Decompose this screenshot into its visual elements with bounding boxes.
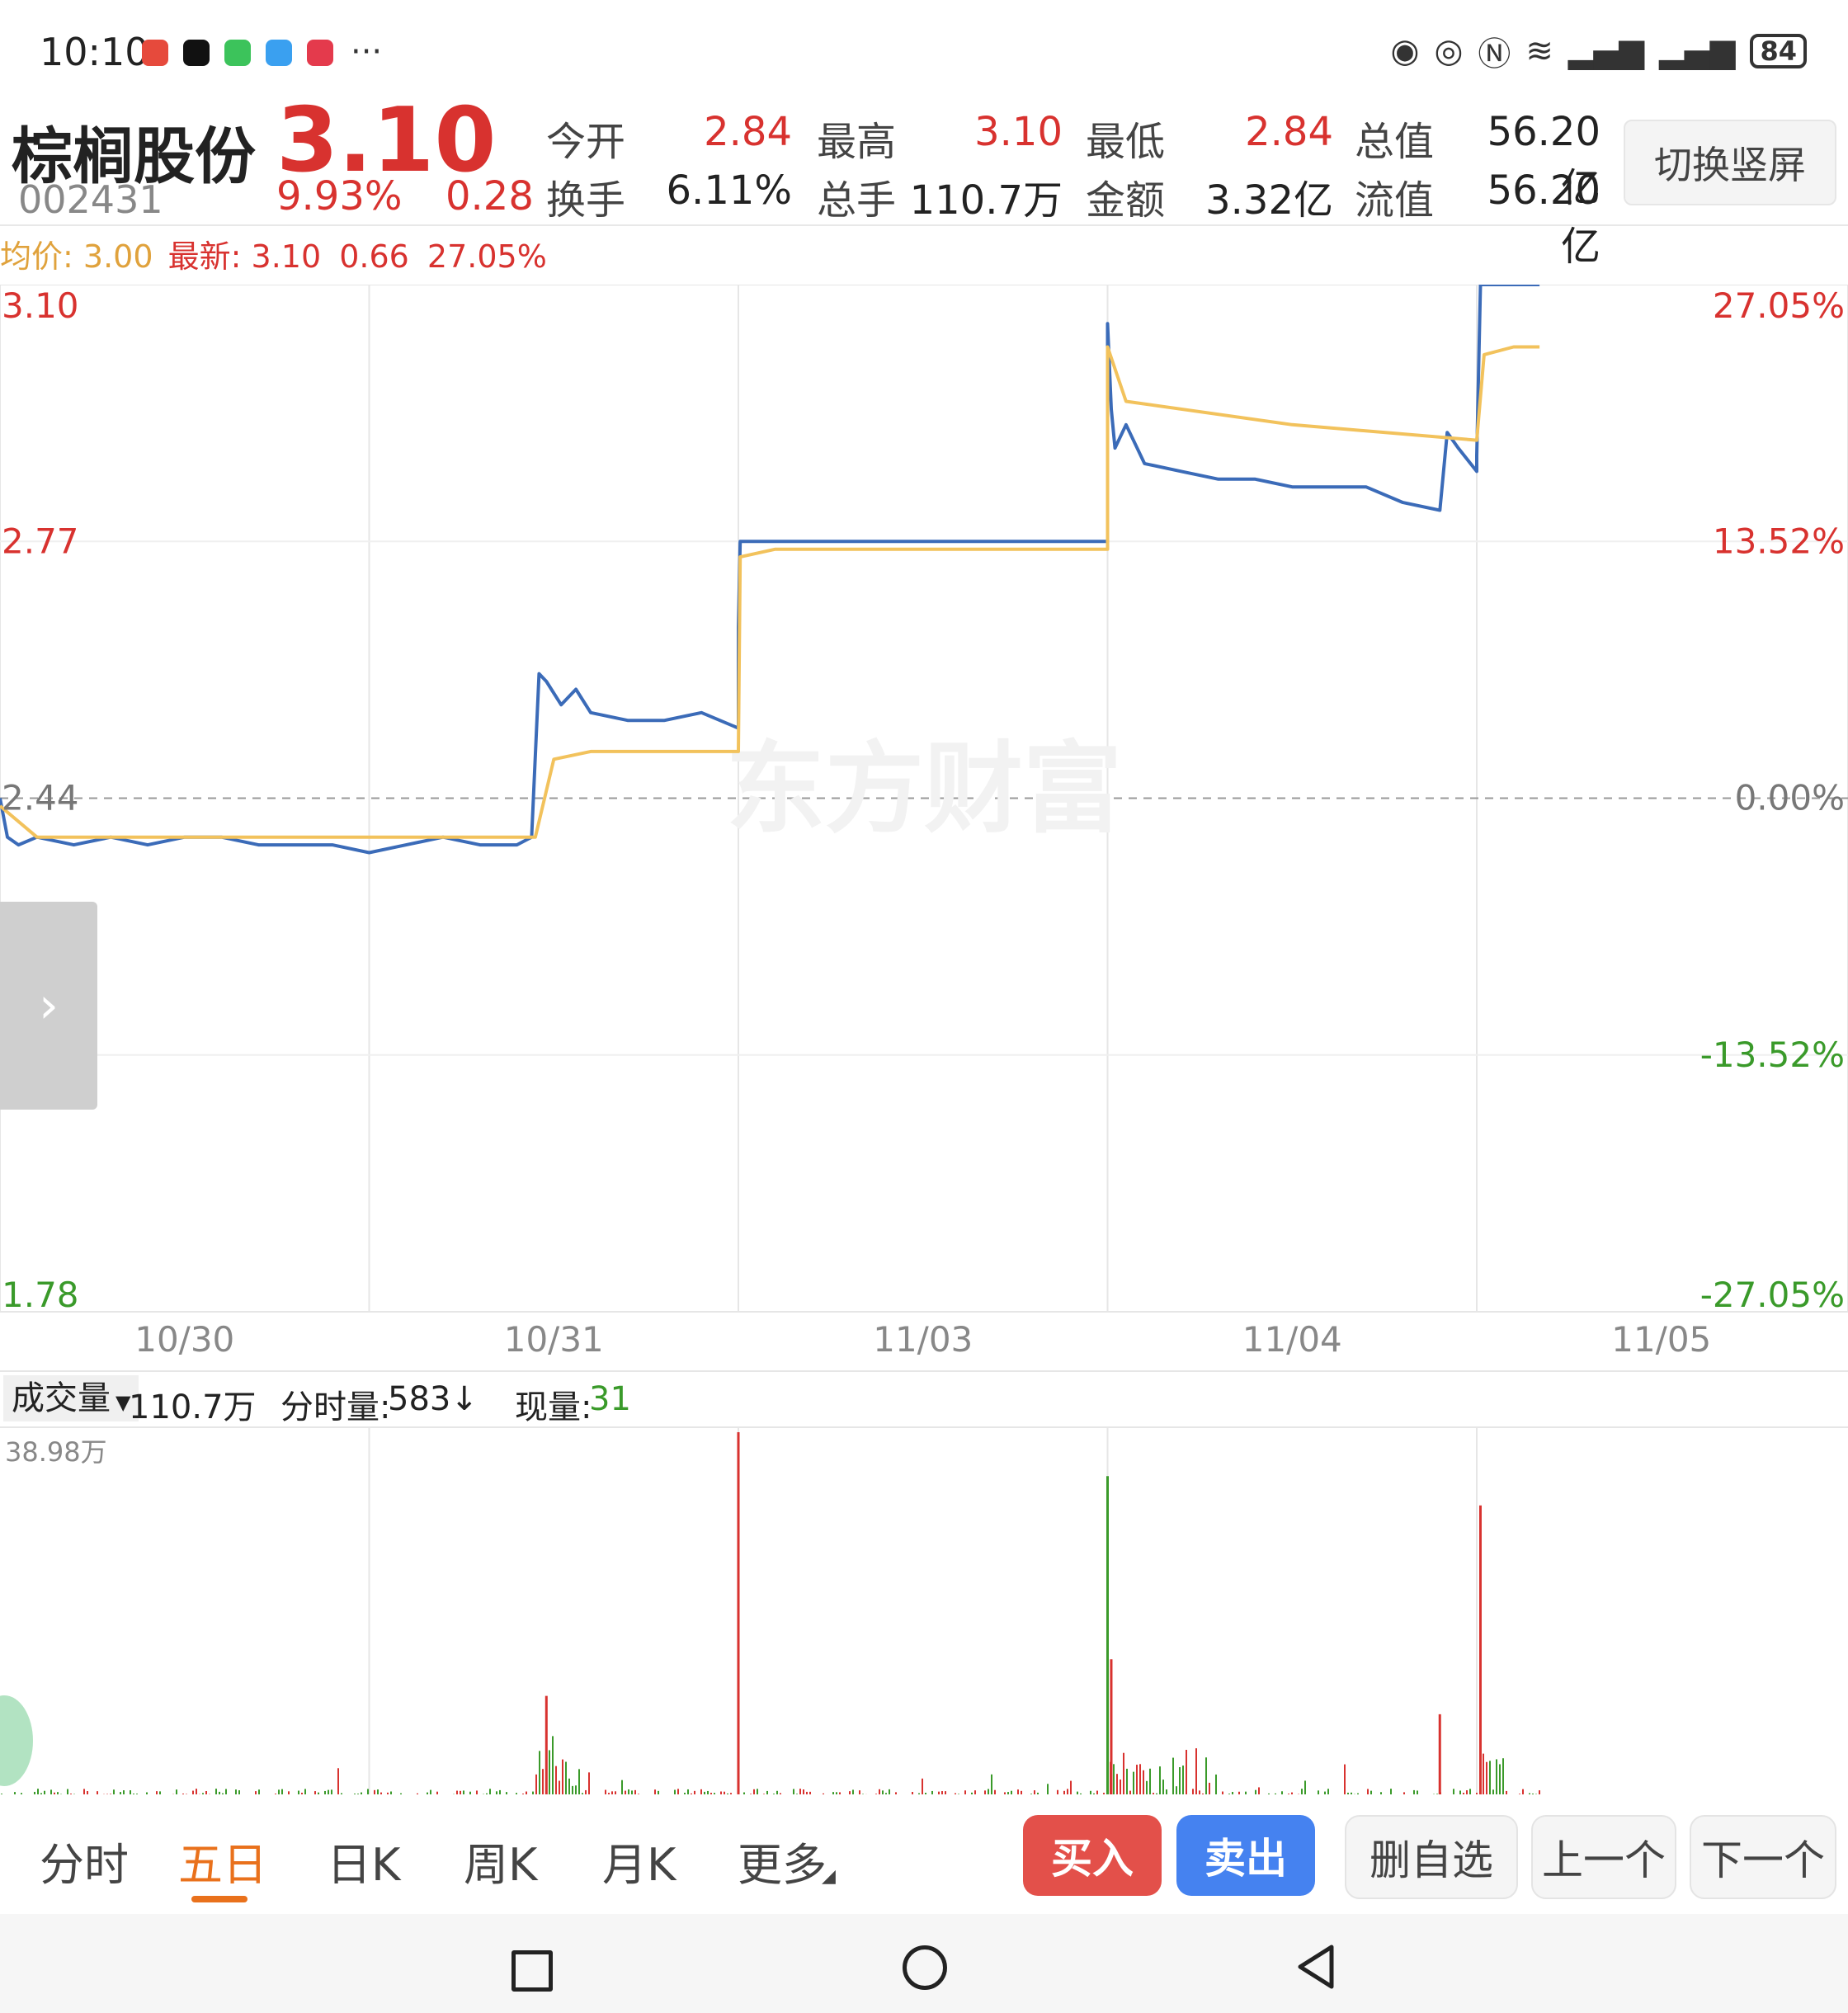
avg-value: 3.00 bbox=[82, 238, 153, 275]
change-percent: 9.93% bbox=[276, 173, 403, 219]
y-tick-label: 1.78 bbox=[2, 1275, 79, 1315]
divider bbox=[0, 224, 1848, 226]
switch-portrait-button[interactable]: 切换竖屏 bbox=[1624, 120, 1836, 205]
more-triangle-icon: ◢ bbox=[822, 1866, 836, 1887]
watermark: 东方财富 bbox=[726, 733, 1122, 847]
signal-2-icon: ▂▄▆ bbox=[1659, 32, 1736, 70]
next-stock-button[interactable]: 下一个 bbox=[1690, 1815, 1836, 1899]
quote-label: 金额 bbox=[1086, 177, 1166, 224]
quote-label: 换手 bbox=[546, 177, 626, 224]
expand-handle[interactable]: › bbox=[0, 902, 97, 1110]
quote-label: 流值 bbox=[1355, 177, 1435, 224]
wechat-icon bbox=[224, 40, 251, 66]
y-tick-label: 3.10 bbox=[2, 285, 79, 326]
previous-stock-button[interactable]: 上一个 bbox=[1531, 1815, 1676, 1899]
status-icons: ◉ ◎ Ⓝ ≋ ▂▄▆ ▂▄▆ 84 bbox=[1390, 32, 1807, 73]
y-tick-label: 2.77 bbox=[2, 521, 79, 561]
y-tick-label: 2.44 bbox=[2, 778, 79, 818]
sell-button[interactable]: 卖出 bbox=[1176, 1815, 1315, 1896]
message-icon bbox=[266, 40, 292, 66]
avg-info-bar: 均价: 3.00 最新: 3.10 0.66 27.05% bbox=[0, 231, 547, 276]
quote-value: 3.10 bbox=[974, 109, 1063, 155]
volume-selector[interactable]: 成交量 ▼ bbox=[3, 1375, 139, 1421]
quote-label: 今开 bbox=[546, 119, 626, 165]
quote-value: 56.20亿 bbox=[1487, 167, 1600, 270]
quote-label: 总手 bbox=[817, 177, 897, 224]
quote-label: 最高 bbox=[817, 119, 897, 165]
home-icon[interactable] bbox=[903, 1945, 947, 1990]
latest-label: 最新: bbox=[167, 238, 242, 275]
quote-value: 6.11% bbox=[666, 167, 792, 214]
quote-value: 56.20亿 bbox=[1487, 109, 1600, 211]
y-tick-percent-label: -13.52% bbox=[1700, 1035, 1845, 1075]
quote-value: 110.7万 bbox=[909, 177, 1063, 224]
system-nav-bar bbox=[0, 1914, 1848, 2013]
minute-volume-label: 分时量: bbox=[280, 1388, 391, 1426]
eye-icon: ◎ bbox=[1434, 32, 1464, 70]
remove-watchlist-button[interactable]: 删自选 bbox=[1345, 1815, 1518, 1899]
volume-total: 110.7万 bbox=[129, 1388, 257, 1426]
volume-label: 成交量 bbox=[12, 1379, 111, 1417]
quote-label: 总值 bbox=[1355, 119, 1435, 165]
x-date-label: 10/30 bbox=[134, 1319, 234, 1360]
latest-price: 3.10 bbox=[251, 238, 322, 275]
battery-icon: 84 bbox=[1750, 34, 1807, 68]
minute-volume-value: 583 bbox=[388, 1380, 451, 1418]
current-volume-label: 现量: bbox=[515, 1388, 592, 1426]
latest-change: 0.66 bbox=[339, 238, 409, 275]
y-tick-percent-label: 13.52% bbox=[1713, 521, 1845, 561]
y-tick-percent-label: 27.05% bbox=[1713, 285, 1845, 326]
quote-value: 2.84 bbox=[704, 109, 792, 155]
tab-monthly-k[interactable]: 月K bbox=[602, 1839, 676, 1891]
latest-percent: 27.05% bbox=[427, 238, 547, 275]
chevron-right-icon: › bbox=[39, 977, 59, 1035]
active-tab-indicator bbox=[191, 1896, 248, 1902]
quote-value: 3.32亿 bbox=[1205, 177, 1333, 224]
tab-daily-k[interactable]: 日K bbox=[327, 1839, 401, 1891]
current-volume-value: 31 bbox=[589, 1380, 631, 1418]
more-notifications-icon: ··· bbox=[351, 33, 383, 71]
stock-code: 002431 bbox=[18, 177, 163, 222]
average-line bbox=[0, 345, 1540, 839]
y-tick-percent-label: 0.00% bbox=[1735, 778, 1845, 818]
recent-apps-icon[interactable] bbox=[512, 1950, 553, 1992]
status-bar: 10:10 ··· ◉ ◎ Ⓝ ≋ ▂▄▆ ▂▄▆ 84 bbox=[0, 0, 1848, 99]
x-date-label: 10/31 bbox=[504, 1319, 604, 1360]
dropdown-triangle-icon: ▼ bbox=[116, 1391, 131, 1414]
tab-weekly-k[interactable]: 周K bbox=[464, 1839, 538, 1891]
douyin-icon bbox=[183, 40, 210, 66]
buy-button[interactable]: 买入 bbox=[1023, 1815, 1162, 1896]
wifi-icon: ≋ bbox=[1525, 32, 1553, 70]
back-icon[interactable] bbox=[1295, 1944, 1336, 1990]
volume-header: 成交量 ▼ 110.7万 分时量: 583 ↓ 现量: 31 bbox=[0, 1374, 1848, 1426]
change-amount: 0.28 bbox=[446, 173, 534, 219]
status-time: 10:10 bbox=[40, 30, 149, 74]
avg-label: 均价: bbox=[0, 238, 73, 275]
x-date-label: 11/04 bbox=[1242, 1319, 1342, 1360]
y-tick-percent-label: -27.05% bbox=[1700, 1275, 1845, 1315]
current-price: 3.10 bbox=[276, 89, 497, 192]
five-day-chart[interactable]: 东方财富3.1027.05%2.7713.52%2.440.00%2.11-13… bbox=[0, 285, 1848, 1794]
signal-icon: ▂▄▆ bbox=[1568, 32, 1645, 70]
hd-icon: ◉ bbox=[1390, 32, 1420, 70]
nfc-icon: Ⓝ bbox=[1478, 35, 1511, 73]
x-date-label: 11/05 bbox=[1611, 1319, 1711, 1360]
quote-value: 2.84 bbox=[1245, 109, 1333, 155]
stock-name: 棕榈股份 bbox=[12, 121, 256, 192]
shopping-app-icon bbox=[307, 40, 333, 66]
x-date-label: 11/03 bbox=[873, 1319, 973, 1360]
chart-frame bbox=[0, 285, 1848, 1313]
app-notification-icon bbox=[142, 40, 168, 66]
quote-label: 最低 bbox=[1086, 119, 1166, 165]
minute-volume-arrow: ↓ bbox=[450, 1380, 478, 1418]
tab-more[interactable]: 更多 bbox=[738, 1839, 827, 1891]
tab-intraday[interactable]: 分时 bbox=[40, 1839, 129, 1891]
volume-max-label: 38.98万 bbox=[5, 1436, 107, 1468]
tab-five-day[interactable]: 五日 bbox=[178, 1839, 267, 1891]
